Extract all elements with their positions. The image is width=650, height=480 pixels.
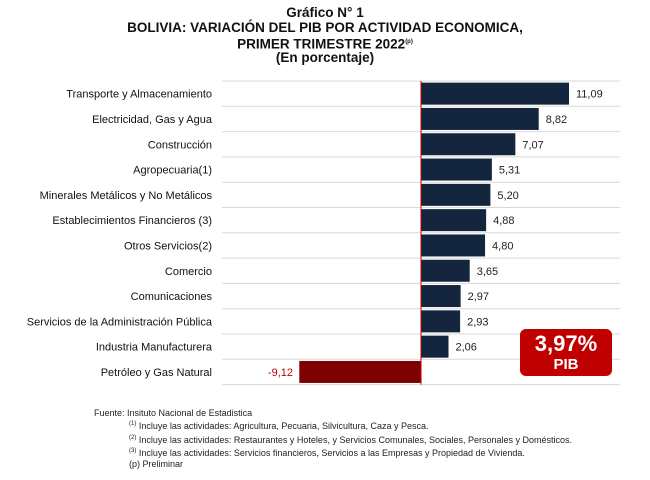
chart-subtitle-1: BOLIVIA: VARIACIÓN DEL PIB POR ACTIVIDAD… xyxy=(127,20,523,35)
bar xyxy=(421,158,492,181)
category-label: Industria Manufacturera xyxy=(96,342,213,354)
category-label: Minerales Metálicos y No Metálicos xyxy=(40,190,213,202)
bar xyxy=(421,335,449,358)
data-label: 11,09 xyxy=(576,89,603,101)
note-3: (3) Incluye las actividades: Servicios f… xyxy=(94,446,572,459)
note-mark: (1) xyxy=(129,421,137,428)
data-label: 5,20 xyxy=(497,190,518,202)
category-label: Comercio xyxy=(165,266,212,278)
pib-badge: 3,97% PIB xyxy=(520,329,612,376)
bar xyxy=(421,259,470,282)
bar xyxy=(421,183,491,206)
pib-label: PIB xyxy=(553,356,579,373)
bar xyxy=(421,82,569,105)
subtitle-sup: (p) xyxy=(405,39,413,45)
data-label: 5,31 xyxy=(499,165,520,177)
category-label: Servicios de la Administración Pública xyxy=(27,316,213,328)
category-label: Transporte y Almacenamiento xyxy=(66,89,212,101)
footnotes: Fuente: Insituto Nacional de Estadistica… xyxy=(94,408,572,470)
note-2: (2) Incluye las actividades: Restaurante… xyxy=(94,433,572,446)
data-label: 8,82 xyxy=(546,114,567,126)
category-label: Electricidad, Gas y Agua xyxy=(92,114,213,126)
data-label: 2,06 xyxy=(455,342,476,354)
data-label: -9,12 xyxy=(268,367,293,379)
chart-title: Gráfico N° 1 xyxy=(286,5,364,20)
note-mark: (2) xyxy=(129,434,137,441)
note-p: (p) Preliminar xyxy=(129,459,184,470)
bar xyxy=(421,133,516,156)
bar xyxy=(421,209,487,232)
data-label: 3,65 xyxy=(477,266,498,278)
bar-chart: Transporte y Almacenamiento 11,09 Electric… xyxy=(27,80,620,386)
category-label: Construcción xyxy=(148,139,212,151)
category-label: Otros Servicios(2) xyxy=(124,240,212,252)
data-label: 4,80 xyxy=(492,240,513,252)
category-label: Comunicaciones xyxy=(131,291,213,303)
bar xyxy=(421,285,461,308)
data-label: 2,93 xyxy=(467,316,488,328)
note-mark: (3) xyxy=(129,447,137,454)
note-text: Incluye las actividades: Restaurantes y … xyxy=(136,434,573,445)
bar xyxy=(421,107,539,130)
bar xyxy=(421,310,461,333)
category-label: Establecimientos Financieros (3) xyxy=(52,215,212,227)
note-text: Incluye las actividades: Agricultura, Pe… xyxy=(136,421,429,432)
bar xyxy=(421,234,486,257)
note-1: (1) Incluye las actividades: Agricultura… xyxy=(94,419,572,432)
data-label: 4,88 xyxy=(493,215,514,227)
data-label: 7,07 xyxy=(522,139,543,151)
bar xyxy=(299,360,421,383)
subtitle-text: PRIMER TRIMESTRE 2022 xyxy=(237,36,406,52)
note-text: Incluye las actividades: Servicios finan… xyxy=(136,447,525,458)
category-label: Agropecuaria(1) xyxy=(133,165,212,177)
source-note: Fuente: Insituto Nacional de Estadistica xyxy=(94,408,253,418)
pib-value: 3,97% xyxy=(534,331,598,356)
data-label: 2,97 xyxy=(468,291,489,303)
category-label: Petróleo y Gas Natural xyxy=(101,367,212,379)
chart-unit: (En porcentaje) xyxy=(275,50,375,65)
chart-subtitle-2: PRIMER TRIMESTRE 2022(p) xyxy=(0,35,650,52)
